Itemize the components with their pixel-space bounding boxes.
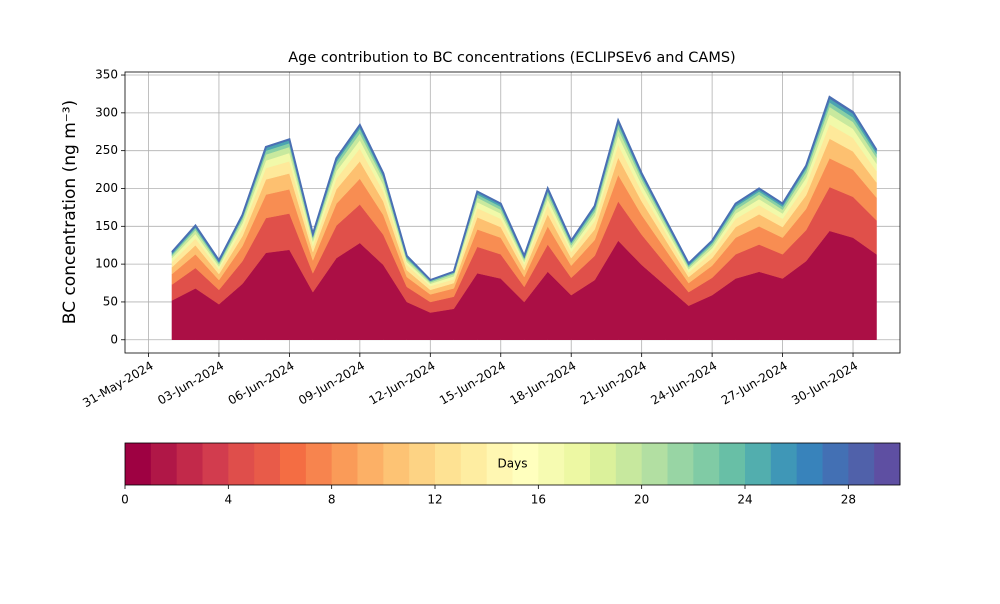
colorbar-swatch [305,443,333,485]
colorbar-swatch [228,443,255,485]
colorbar-swatch [770,443,798,485]
colorbar-swatch [848,443,875,485]
y-axis-label: BC concentration (ng m⁻³) [60,100,80,324]
x-tick-label: 27-Jun-2024 [719,359,790,408]
y-tick-label: 50 [103,294,118,308]
x-tick-label: 09-Jun-2024 [296,359,367,408]
colorbar-swatch [512,443,539,485]
colorbar-swatch [590,443,617,485]
x-tick-label: 03-Jun-2024 [155,359,226,408]
colorbar-tick-label: 28 [841,493,856,507]
colorbar-swatch [460,443,488,485]
x-tick-label: 24-Jun-2024 [648,359,719,408]
colorbar-swatch [176,443,203,485]
x-tick-label: 12-Jun-2024 [367,359,438,408]
colorbar-swatch [615,443,643,485]
colorbar-tick-label: 16 [531,493,546,507]
chart-title: Age contribution to BC concentrations (E… [288,50,735,66]
colorbar-swatch [693,443,720,485]
y-tick-label: 150 [95,219,118,233]
colorbar-swatch [254,443,281,485]
colorbar-swatch [822,443,849,485]
colorbar-swatch [125,443,152,485]
x-tick-label: 21-Jun-2024 [578,359,649,408]
colorbar-tick-label: 12 [427,493,442,507]
colorbar-swatch [331,443,358,485]
y-tick-label: 300 [95,105,118,119]
colorbar-swatch [409,443,436,485]
y-tick-label: 200 [95,181,118,195]
colorbar-tick-label: 0 [121,493,129,507]
x-tick-label: 31-May-2024 [80,359,155,411]
y-tick-label: 250 [95,143,118,157]
colorbar-tick-label: 24 [737,493,752,507]
colorbar-swatch [202,443,229,485]
x-tick-label: 15-Jun-2024 [437,359,508,408]
plot-frame [124,71,901,354]
colorbar-swatch [667,443,694,485]
y-tick-label: 100 [95,257,118,271]
y-tick-label: 350 [95,68,118,82]
colorbar-tick-label: 4 [225,493,233,507]
colorbar-swatch [641,443,668,485]
colorbar-swatch [280,443,307,485]
colorbar-frame [124,442,901,486]
colorbar-swatch [796,443,823,485]
colorbar-swatch [357,443,384,485]
colorbar-swatch [538,443,565,485]
colorbar-swatch [719,443,746,485]
colorbar-tick-label: 8 [328,493,336,507]
colorbar-swatch [745,443,772,485]
colorbar-swatch [874,443,901,485]
colorbar-swatch [383,443,410,485]
x-tick-label: 18-Jun-2024 [507,359,578,408]
colorbar-swatch [435,443,462,485]
x-tick-label: 06-Jun-2024 [226,359,297,408]
top-line [171,95,878,282]
x-tick-label: 30-Jun-2024 [789,359,860,408]
y-tick-label: 0 [110,332,118,346]
colorbar-swatch [486,443,513,485]
colorbar-swatch [150,443,178,485]
colorbar-label: Days [498,457,528,471]
colorbar-swatch [564,443,591,485]
colorbar-tick-label: 20 [634,493,649,507]
